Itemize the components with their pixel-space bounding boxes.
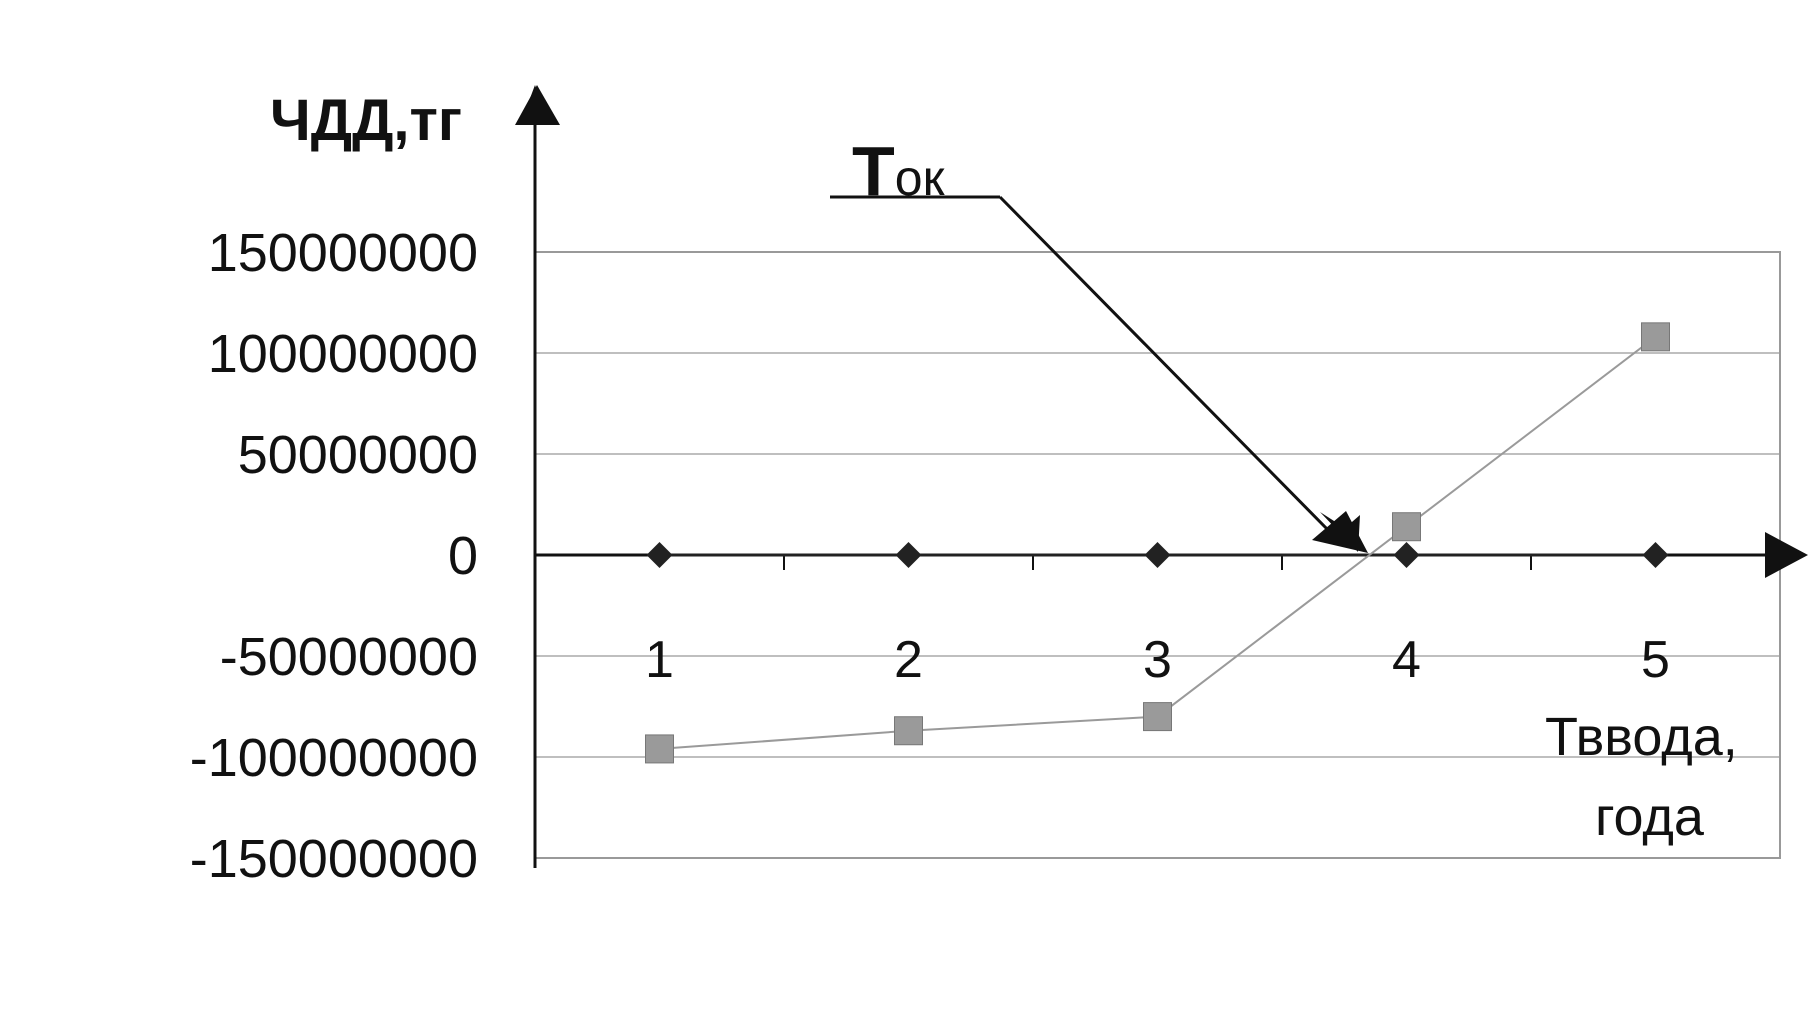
y-tick-labels: 150000000 100000000 50000000 0 -50000000 -100…: [190, 223, 478, 889]
y-tick-label: 150000000: [208, 223, 478, 283]
y-axis-arrow-head-icon: [515, 85, 560, 125]
y-tick-label: -100000000: [190, 728, 478, 788]
y-tick-label: 0: [448, 526, 478, 586]
annotation-leader-line: [998, 195, 1332, 534]
x-tick-label: 2: [894, 631, 923, 689]
x-tick-label: 3: [1143, 631, 1172, 689]
y-axis-label: ЧДД,тг: [270, 88, 462, 153]
annotation-arrowhead-icon: [1312, 511, 1368, 553]
x-axis-label-line2: года: [1595, 787, 1705, 847]
data-point: [1143, 702, 1172, 732]
x-tick-label: 4: [1392, 631, 1421, 689]
data-point: [895, 542, 922, 568]
data-point: [1393, 542, 1420, 568]
y-tick-label: -50000000: [220, 627, 478, 687]
data-point: [1642, 542, 1669, 568]
x-tick-labels: 1 2 3 4 5: [645, 631, 1670, 689]
x-tick-marks: [783, 555, 1532, 570]
x-tick-label: 1: [645, 631, 674, 689]
payback-annotation: Ток: [830, 132, 1368, 553]
data-point: [1641, 322, 1670, 352]
data-point: [1392, 512, 1421, 542]
data-point: [1144, 542, 1171, 568]
y-tick-label: 50000000: [238, 425, 478, 485]
data-point: [645, 734, 674, 764]
x-axis-label-line1: Тввода,: [1545, 707, 1738, 767]
x-tick-label: 5: [1641, 631, 1670, 689]
series: [645, 322, 1670, 764]
y-tick-label: -150000000: [190, 829, 478, 889]
data-point: [646, 542, 673, 568]
y-tick-label: 100000000: [208, 324, 478, 384]
data-point: [894, 716, 923, 746]
x-axis-arrow-icon: [1765, 532, 1808, 578]
